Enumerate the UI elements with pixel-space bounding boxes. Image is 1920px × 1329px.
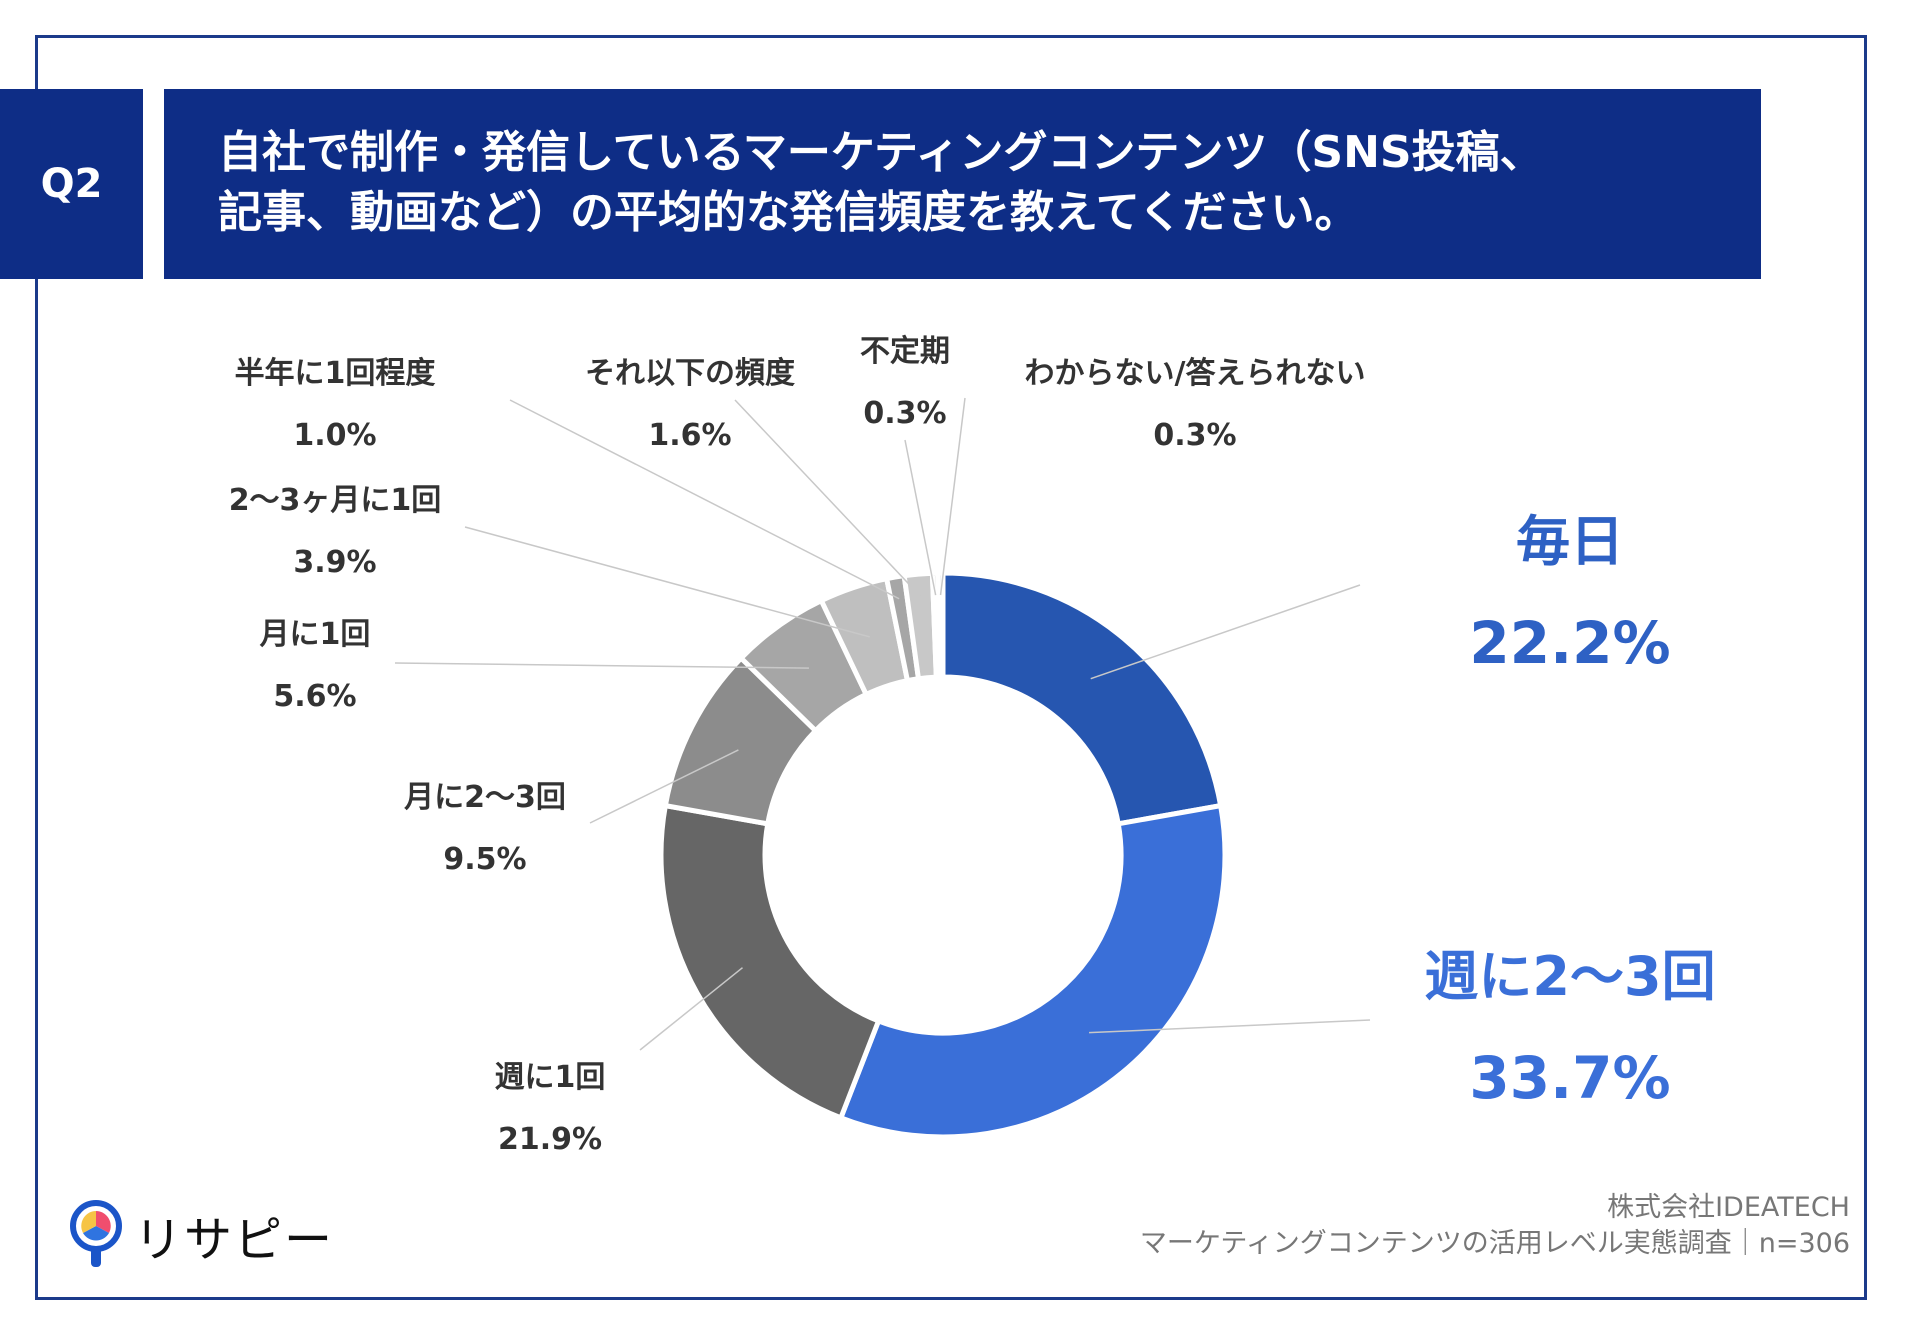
label-less-often: それ以下の頻度 1.6% bbox=[565, 354, 815, 456]
label-daily-name: 毎日 bbox=[1516, 510, 1624, 573]
question-title: 自社で制作・発信しているマーケティングコンテンツ（SNS投稿、 記事、動画など）… bbox=[164, 89, 1761, 279]
label-2-3-per-week-value: 33.7% bbox=[1469, 1044, 1671, 1112]
label-2-3-per-week-name: 週に2〜3回 bbox=[1424, 945, 1716, 1008]
label-irregular: 不定期 0.3% bbox=[840, 332, 970, 434]
label-2-3-per-month-value: 9.5% bbox=[443, 842, 527, 877]
leader-line-1 bbox=[1089, 1019, 1371, 1034]
question-title-line1: 自社で制作・発信しているマーケティングコンテンツ（SNS投稿、 bbox=[218, 127, 1544, 178]
leader-line-2 bbox=[639, 967, 743, 1051]
label-2-3-per-week: 週に2〜3回 33.7% bbox=[1400, 945, 1740, 1113]
logo-text: リサピー bbox=[134, 1212, 335, 1268]
label-dont-know-name: わからない/答えられない bbox=[1024, 356, 1366, 391]
label-dont-know: わからない/答えられない 0.3% bbox=[990, 354, 1400, 456]
leader-line-0 bbox=[1090, 584, 1361, 680]
label-2-3-months-value: 3.9% bbox=[293, 545, 377, 580]
question-number-badge: Q2 bbox=[0, 89, 143, 279]
label-daily-value: 22.2% bbox=[1469, 609, 1671, 677]
chart-frame bbox=[35, 35, 1867, 1300]
donut-slice-9 bbox=[935, 570, 946, 680]
footer-survey: マーケティングコンテンツの活用レベル実態調査｜n=306 bbox=[1139, 1228, 1850, 1259]
label-irregular-value: 0.3% bbox=[863, 396, 947, 431]
label-half-year-value: 1.0% bbox=[293, 418, 377, 453]
label-once-per-week-value: 21.9% bbox=[497, 1122, 603, 1157]
label-once-per-month-name: 月に1回 bbox=[259, 617, 371, 652]
label-2-3-months: 2〜3ヶ月に1回 3.9% bbox=[205, 481, 465, 583]
logo-pin-icon bbox=[70, 1200, 122, 1267]
leader-line-7 bbox=[734, 399, 921, 597]
label-irregular-name: 不定期 bbox=[860, 334, 950, 369]
footer-company: 株式会社IDEATECH bbox=[1607, 1192, 1850, 1223]
donut-slice-2 bbox=[658, 802, 882, 1122]
leader-line-9 bbox=[939, 397, 966, 596]
label-half-year-name: 半年に1回程度 bbox=[234, 356, 436, 391]
footer-source: 株式会社IDEATECH マーケティングコンテンツの活用レベル実態調査｜n=30… bbox=[1140, 1190, 1850, 1262]
leader-line-6 bbox=[509, 399, 900, 600]
label-2-3-per-month: 月に2〜3回 9.5% bbox=[380, 778, 590, 880]
label-once-per-week-name: 週に1回 bbox=[494, 1060, 606, 1095]
label-once-per-week: 週に1回 21.9% bbox=[460, 1058, 640, 1160]
label-once-per-month: 月に1回 5.6% bbox=[235, 615, 395, 717]
label-dont-know-value: 0.3% bbox=[1153, 418, 1237, 453]
leader-line-4 bbox=[394, 662, 809, 669]
question-title-line2: 記事、動画など）の平均的な発信頻度を教えてください。 bbox=[218, 187, 1359, 238]
leader-line-3 bbox=[589, 749, 739, 824]
label-2-3-months-name: 2〜3ヶ月に1回 bbox=[228, 483, 442, 518]
label-less-often-value: 1.6% bbox=[648, 418, 732, 453]
risapy-logo: リサピー bbox=[68, 1200, 334, 1270]
label-half-year: 半年に1回程度 1.0% bbox=[210, 354, 460, 456]
label-less-often-name: それ以下の頻度 bbox=[585, 356, 795, 391]
donut-slice-0 bbox=[940, 570, 1224, 827]
label-once-per-month-value: 5.6% bbox=[273, 679, 357, 714]
question-number: Q2 bbox=[40, 161, 103, 207]
leader-line-8 bbox=[904, 439, 937, 596]
label-2-3-per-month-name: 月に2〜3回 bbox=[404, 780, 566, 815]
label-daily: 毎日 22.2% bbox=[1440, 510, 1700, 678]
leader-line-5 bbox=[464, 526, 871, 638]
donut-slice-1 bbox=[837, 802, 1228, 1140]
